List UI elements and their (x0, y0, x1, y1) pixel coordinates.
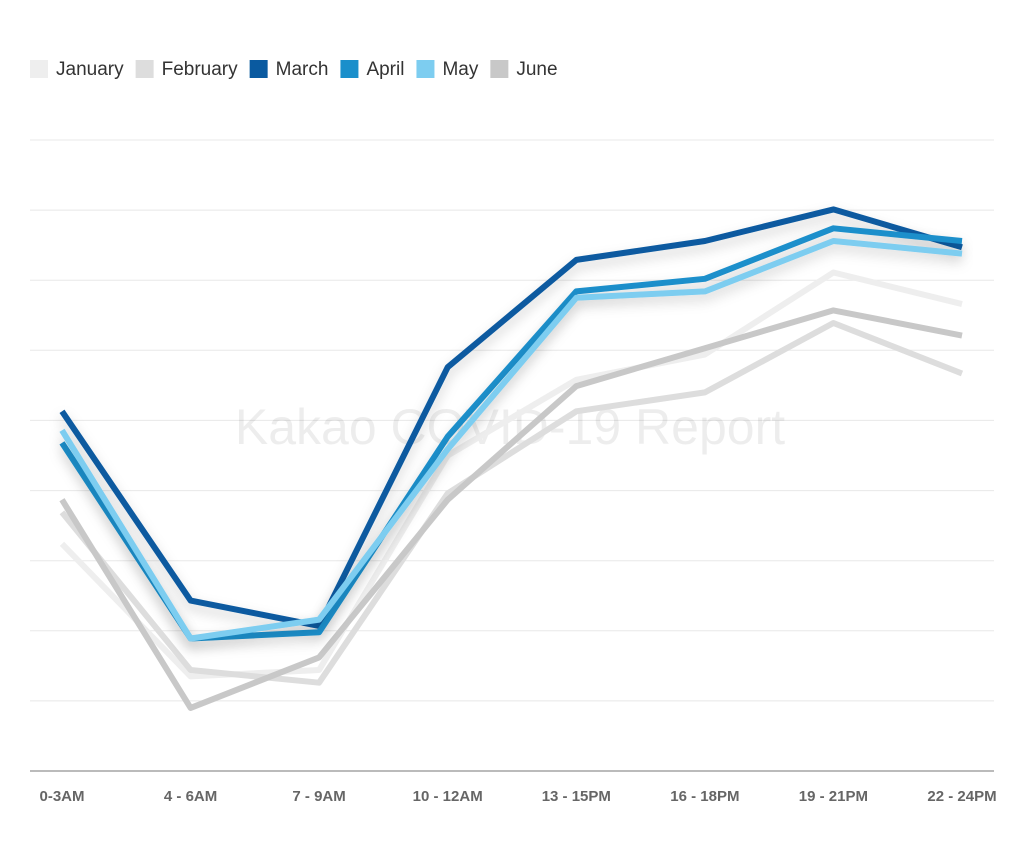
series-line-february (59, 320, 964, 686)
x-tick-label: 0-3AM (39, 788, 84, 805)
legend-item-march[interactable]: March (249, 59, 329, 80)
legend-swatch (416, 60, 435, 78)
x-tick-label: 19 - 21PM (799, 788, 868, 805)
x-tick-label: 7 - 9AM (292, 788, 345, 805)
legend-swatch (249, 60, 268, 78)
legend: January February March April May June (30, 59, 558, 80)
series-line-january (59, 269, 963, 680)
legend-label: May (442, 59, 478, 80)
legend-label: January (56, 59, 124, 80)
x-tick-label: 16 - 18PM (670, 788, 739, 805)
x-tick-label: 13 - 15PM (542, 788, 611, 805)
legend-swatch (30, 60, 48, 78)
legend-item-june[interactable]: June (490, 59, 558, 80)
series-line-june (59, 307, 963, 711)
legend-swatch (340, 60, 359, 78)
legend-label: March (276, 59, 329, 80)
legend-swatch (490, 60, 509, 78)
legend-label: February (162, 59, 239, 80)
legend-item-april[interactable]: April (340, 59, 404, 80)
x-tick-label: 22 - 24PM (927, 788, 996, 805)
x-tick-label: 10 - 12AM (413, 788, 483, 805)
legend-label: June (516, 59, 557, 80)
x-tick-label: 4 - 6AM (164, 788, 217, 805)
series-line-march (59, 206, 963, 629)
legend-label: April (366, 59, 404, 80)
legend-swatch (135, 60, 154, 78)
legend-item-may[interactable]: May (416, 59, 479, 80)
x-tick-labels: 0-3AM 4 - 6AM 7 - 9AM 10 - 12AM 13 - 15PM 16 … (39, 788, 996, 805)
legend-item-january[interactable]: January (30, 59, 124, 80)
series-layer (59, 206, 964, 711)
legend-item-february[interactable]: February (135, 59, 239, 80)
series-line-may (59, 238, 963, 642)
